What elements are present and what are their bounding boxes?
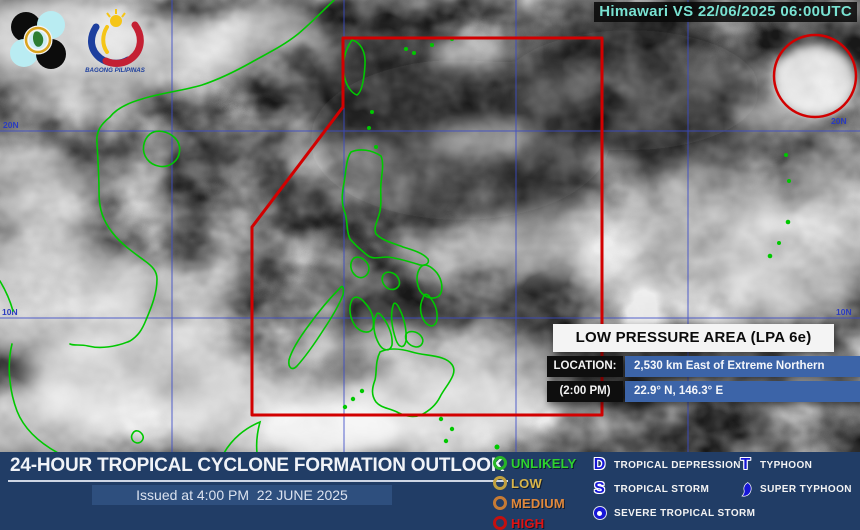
pagasa-logo	[10, 11, 66, 69]
lpa-location-row: LOCATION: 2,530 km East of Extreme North…	[547, 356, 860, 393]
legend-item-medium: MEDIUM	[493, 493, 576, 513]
coastline-overlay	[0, 0, 455, 454]
outlook-title: 24-HOUR TROPICAL CYCLONE FORMATION OUTLO…	[8, 455, 509, 482]
island-palawan	[288, 285, 345, 370]
lpa-coordinates-row: (2:00 PM) 22.9° N, 146.3° E	[547, 381, 860, 402]
island-masbate	[381, 271, 401, 291]
lpa-title: LOW PRESSURE AREA (LPA 6e)	[553, 324, 834, 352]
legend-item-tropical-depression: D TROPICAL DEPRESSION	[591, 456, 755, 473]
lat-label-10n-right: 10N	[836, 307, 852, 317]
legend-item-typhoon: T TYPHOON	[737, 456, 852, 473]
island-samar	[416, 264, 443, 299]
typhoon-icon: T	[740, 456, 751, 473]
island-hainan	[142, 130, 181, 168]
lpa-info-box: LOW PRESSURE AREA (LPA 6e) LOCATION: 2,5…	[547, 324, 860, 406]
typhoon-label: TYPHOON	[760, 459, 813, 471]
island-leyte	[419, 293, 438, 327]
lpa-location-value: 2,530 km East of Extreme Northern Luzon	[625, 356, 860, 393]
super-typhoon-icon	[741, 481, 752, 497]
legend-item-super-typhoon: SUPER TYPHOON	[737, 481, 852, 497]
legend-item-severe-tropical-storm: SEVERE TROPICAL STORM	[591, 506, 755, 520]
legend-item-high: HIGH	[493, 513, 576, 530]
lpa-circle	[772, 33, 858, 119]
par-boundary	[250, 36, 604, 417]
severe-tropical-storm-label: SEVERE TROPICAL STORM	[614, 507, 756, 519]
footer-bar: 24-HOUR TROPICAL CYCLONE FORMATION OUTLO…	[0, 452, 860, 530]
island-mindanao	[371, 348, 455, 418]
coast-thailand	[0, 280, 14, 312]
island-negros	[373, 312, 393, 351]
bagong-pilipinas-label: BAGONG PILIPINAS	[85, 67, 146, 74]
high-ring-icon	[493, 516, 507, 530]
coast-borneo	[223, 420, 262, 454]
super-typhoon-label: SUPER TYPHOON	[760, 483, 852, 495]
legend-item-low: LOW	[493, 473, 576, 493]
lpa-coordinates-value: 22.9° N, 146.3° E	[625, 381, 860, 402]
island-natuna	[130, 430, 144, 444]
medium-label: MEDIUM	[511, 495, 565, 511]
low-ring-icon	[493, 476, 507, 490]
island-mindoro	[350, 256, 370, 279]
tropical-storm-icon: S	[594, 480, 605, 497]
medium-ring-icon	[493, 496, 507, 510]
small-islands	[342, 37, 791, 450]
coast-vietnam	[69, 116, 158, 349]
legend-item-tropical-storm: S TROPICAL STORM	[591, 480, 755, 497]
island-panay	[349, 296, 375, 333]
lat-label-20n-right: 20N	[831, 116, 847, 126]
lat-label-20n-left: 20N	[3, 120, 19, 130]
lpa-location-label: LOCATION:	[547, 356, 623, 377]
severe-tropical-storm-icon	[593, 507, 606, 519]
coast-gulf-thailand	[8, 343, 59, 454]
issued-timestamp: Issued at 4:00 PM 22 JUNE 2025	[92, 485, 392, 505]
coast-china	[109, 0, 336, 118]
category-legend-col2: T TYPHOON SUPER TYPHOON	[737, 456, 852, 506]
category-legend-col1: D TROPICAL DEPRESSION S TROPICAL STORM S…	[591, 456, 755, 530]
tropical-depression-icon: D	[593, 456, 606, 473]
tropical-storm-label: TROPICAL STORM	[614, 483, 710, 495]
low-label: LOW	[511, 475, 542, 491]
high-label: HIGH	[511, 515, 545, 530]
satellite-timestamp: Himawari VS 22/06/2025 06:00UTC	[594, 2, 857, 22]
unlikely-ring-icon	[493, 456, 507, 470]
legend-item-unlikely: UNLIKELY	[493, 453, 576, 473]
cloud-layer	[0, 0, 860, 453]
island-bohol	[404, 330, 424, 348]
probability-legend: UNLIKELY LOW MEDIUM HIGH	[493, 453, 576, 530]
lpa-time-label: (2:00 PM)	[547, 381, 623, 402]
unlikely-label: UNLIKELY	[511, 455, 577, 471]
lat-label-10n-left: 10N	[2, 307, 18, 317]
tropical-depression-label: TROPICAL DEPRESSION	[614, 459, 741, 471]
bagong-pilipinas-logo: BAGONG PILIPINAS	[85, 9, 146, 74]
